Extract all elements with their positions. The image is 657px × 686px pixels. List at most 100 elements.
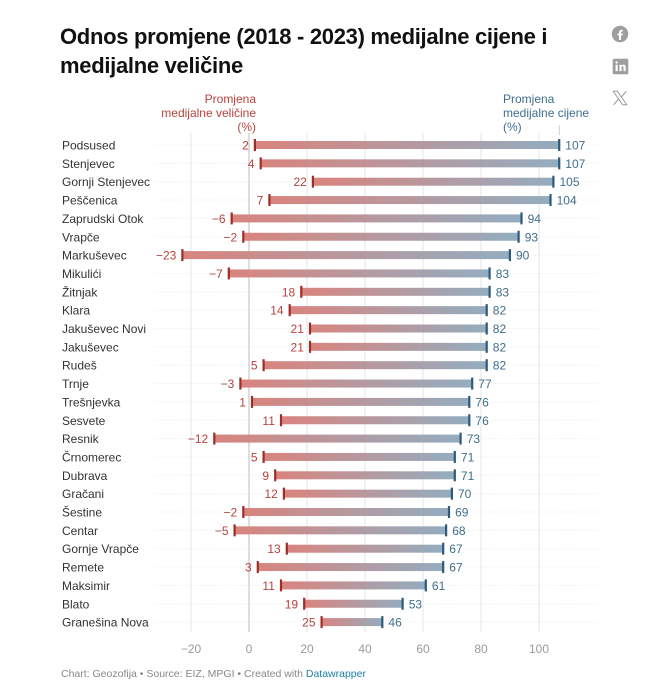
range-bar bbox=[231, 214, 522, 223]
range-bar bbox=[309, 324, 487, 333]
price-marker bbox=[453, 469, 456, 482]
size-marker bbox=[253, 139, 256, 151]
chart-row: Remete 3 67 bbox=[62, 561, 598, 575]
category-label: Jakuševec Novi bbox=[62, 322, 146, 336]
size-marker bbox=[213, 432, 216, 445]
price-value-label: 61 bbox=[432, 579, 446, 593]
range-bar bbox=[289, 306, 487, 315]
price-value-label: 83 bbox=[496, 267, 510, 281]
price-value-label: 104 bbox=[557, 194, 577, 208]
size-value-label: 5 bbox=[251, 359, 258, 373]
size-value-label: 2 bbox=[242, 139, 249, 153]
size-marker bbox=[308, 340, 312, 353]
category-label: Markuševec bbox=[62, 249, 127, 263]
size-value-label: 25 bbox=[302, 616, 316, 630]
chart-row: Centar −5 68 bbox=[62, 524, 598, 538]
price-marker bbox=[442, 561, 445, 574]
legend-size-line-1: Promjena bbox=[204, 92, 256, 106]
x-tick-label: 80 bbox=[474, 642, 488, 656]
chart-row: Gornje Vrapče 13 67 bbox=[62, 542, 598, 556]
price-marker bbox=[485, 322, 488, 335]
size-value-label: −5 bbox=[215, 524, 229, 538]
price-value-label: 90 bbox=[516, 249, 530, 263]
category-label: Sesvete bbox=[62, 414, 106, 428]
size-marker bbox=[311, 175, 314, 188]
price-marker bbox=[442, 542, 445, 555]
category-label: Centar bbox=[62, 524, 98, 538]
chart-row: Resnik −12 73 bbox=[62, 432, 598, 446]
share-linkedin-button[interactable] bbox=[610, 56, 630, 76]
price-value-label: 76 bbox=[475, 414, 489, 428]
share-x-button[interactable] bbox=[610, 88, 630, 108]
size-value-label: 21 bbox=[291, 340, 305, 354]
size-marker bbox=[227, 267, 230, 280]
price-value-label: 82 bbox=[493, 340, 507, 354]
size-value-label: 3 bbox=[245, 561, 252, 575]
price-value-label: 94 bbox=[528, 212, 542, 226]
price-value-label: 67 bbox=[449, 561, 463, 575]
size-value-label: −12 bbox=[188, 432, 209, 446]
size-marker bbox=[320, 616, 323, 629]
chart-row: Trnje −3 77 bbox=[62, 377, 598, 391]
price-marker bbox=[468, 414, 471, 427]
price-value-label: 46 bbox=[388, 616, 402, 630]
range-bar bbox=[269, 196, 551, 205]
chart-row: Gornji Stenjevec 22 105 bbox=[62, 175, 598, 189]
legend-price-line-2: medijalne cijene bbox=[503, 106, 590, 120]
x-tick-label: 20 bbox=[300, 642, 314, 656]
chart-title: Odnos promjene (2018 - 2023) medijalne c… bbox=[60, 24, 548, 78]
size-marker bbox=[274, 469, 277, 482]
size-marker bbox=[300, 285, 303, 298]
share-facebook-button[interactable] bbox=[610, 24, 630, 44]
range-bar bbox=[214, 434, 461, 443]
category-label: Trešnjevka bbox=[62, 395, 121, 409]
chart-row: Šestine −2 69 bbox=[62, 505, 598, 520]
price-marker bbox=[485, 340, 488, 353]
price-marker bbox=[508, 249, 511, 262]
size-marker bbox=[279, 579, 283, 592]
range-bar bbox=[275, 471, 455, 480]
range-bar bbox=[301, 287, 490, 296]
price-marker bbox=[468, 395, 471, 408]
size-marker bbox=[282, 487, 285, 500]
size-marker bbox=[259, 157, 262, 170]
size-marker bbox=[288, 304, 291, 317]
price-value-label: 67 bbox=[449, 542, 463, 556]
x-tick-label: 100 bbox=[529, 642, 549, 656]
category-label: Dubrava bbox=[62, 469, 108, 483]
price-marker bbox=[485, 359, 488, 372]
range-bar bbox=[304, 599, 403, 608]
price-value-label: 69 bbox=[455, 506, 469, 520]
category-label: Vrapče bbox=[62, 230, 100, 244]
range-bar bbox=[286, 544, 444, 553]
footer-credit: Chart: Geozofija • Source: EIZ, MPGI • C… bbox=[61, 668, 306, 680]
category-label: Žitnjak bbox=[62, 284, 98, 299]
category-label: Gračani bbox=[62, 487, 104, 501]
legend-size-line-3: (%) bbox=[237, 120, 256, 134]
x-icon bbox=[612, 90, 628, 106]
size-marker bbox=[242, 230, 245, 243]
size-marker bbox=[308, 322, 312, 335]
price-value-label: 71 bbox=[461, 469, 475, 483]
price-value-label: 73 bbox=[467, 432, 481, 446]
price-marker bbox=[424, 579, 427, 592]
price-marker bbox=[453, 450, 456, 463]
price-value-label: 76 bbox=[475, 395, 489, 409]
chart-row: Jakuševec 21 82 bbox=[62, 340, 598, 354]
category-label: Trnje bbox=[62, 377, 89, 391]
size-value-label: 22 bbox=[293, 175, 307, 189]
chart-row: Rudeš 5 82 bbox=[62, 359, 598, 373]
size-value-label: −2 bbox=[224, 230, 238, 244]
datawrapper-link[interactable]: Datawrapper bbox=[305, 668, 366, 680]
legend-size-change: Promjena medijalne veličine (%) bbox=[161, 92, 256, 134]
legend-size-line-2: medijalne veličine bbox=[161, 106, 256, 120]
price-value-label: 82 bbox=[493, 359, 507, 373]
chart-row: Gračani 12 70 bbox=[62, 487, 598, 501]
range-bar bbox=[257, 563, 444, 572]
price-marker bbox=[558, 139, 561, 151]
price-marker bbox=[450, 487, 453, 500]
size-marker bbox=[256, 561, 259, 574]
category-label: Resnik bbox=[62, 432, 100, 446]
size-value-label: 11 bbox=[262, 414, 275, 428]
